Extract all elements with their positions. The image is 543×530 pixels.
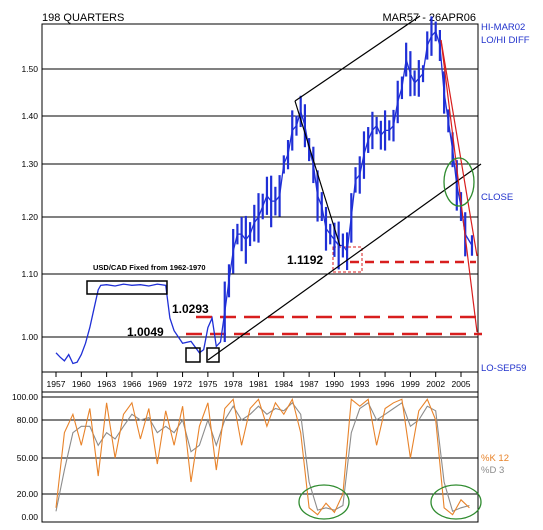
header-right: MAR57 - 26APR06: [382, 12, 476, 24]
low-box-1976: [206, 347, 220, 363]
annotation-10293: 1.0293: [172, 302, 209, 316]
x-tick-label: 1972: [173, 379, 192, 389]
red-fan-line-1: [440, 39, 478, 333]
price-y-axis: 1.50 1.40 1.30 1.20 1.10 1.00: [21, 64, 38, 342]
annotation-10049: 1.0049: [127, 325, 164, 339]
annotation-fixed: USD/CAD Fixed from 1962-1970: [93, 263, 206, 272]
trendline-connector: [294, 100, 341, 247]
green-circle-stoch-1: [298, 484, 350, 520]
x-axis: 1957 1960 1963 1966 1969 1972 1975 1978 1981 1984…: [47, 372, 471, 389]
stochastic-tick-label: 50.00: [17, 453, 39, 463]
x-tick-label: 1981: [249, 379, 268, 389]
price-panel-frame: [41, 23, 479, 373]
label-close: CLOSE: [481, 192, 513, 203]
stochastic-d-line: [55, 401, 470, 513]
x-tick-label: 1963: [97, 379, 116, 389]
stochastic-tick-label: 100.00: [12, 392, 38, 402]
legend-d: %D 3: [481, 465, 504, 476]
x-tick-label: 1990: [325, 379, 344, 389]
x-tick-label: 1984: [274, 379, 293, 389]
x-tick-label: 2002: [426, 379, 445, 389]
x-tick-label: 1969: [148, 379, 167, 389]
price-tick-label: 1.40: [21, 111, 38, 121]
red-fan-line-2: [440, 39, 478, 257]
stochastic-y-axis: 100.00 80.00 50.00 20.00 0.00: [12, 392, 38, 522]
price-tick-label: 1.10: [21, 269, 38, 279]
low-box-1973: [185, 347, 201, 363]
x-tick-label: 1999: [401, 379, 420, 389]
price-tick-label: 1.30: [21, 159, 38, 169]
label-lohi-diff: LO/HI DIFF: [481, 35, 530, 46]
fixed-period-box: [86, 280, 168, 295]
green-circle-stoch-2: [430, 484, 482, 520]
x-tick-label: 1978: [224, 379, 243, 389]
header-left: 198 QUARTERS: [42, 12, 124, 24]
stochastic-tick-label: 20.00: [17, 489, 39, 499]
price-tick-label: 1.20: [21, 212, 38, 222]
stochastic-panel-frame: [41, 391, 479, 523]
x-tick-label: 1957: [47, 379, 66, 389]
legend-k: %K 12: [481, 453, 509, 464]
trendline-lower: [207, 163, 482, 361]
x-tick-label: 1966: [122, 379, 141, 389]
price-tick-label: 1.50: [21, 64, 38, 74]
highlight-box-1990: [332, 246, 363, 273]
label-lo: LO-SEP59: [481, 363, 526, 374]
x-tick-label: 1987: [300, 379, 319, 389]
trendline-hidden: [208, 101, 295, 360]
stochastic-tick-label: 0.00: [21, 512, 38, 522]
x-tick-label: 1975: [198, 379, 217, 389]
trendline-upper: [294, 15, 421, 102]
green-circle-price: [443, 157, 475, 207]
annotation-11192: 1.1192: [287, 253, 323, 267]
red-fan-line-3: [441, 40, 470, 258]
stochastic-tick-label: 80.00: [17, 415, 39, 425]
x-tick-label: 2005: [452, 379, 471, 389]
x-tick-label: 1960: [72, 379, 91, 389]
stochastic-k-line: [55, 397, 470, 516]
x-tick-label: 1996: [376, 379, 395, 389]
label-hi: HI-MAR02: [481, 22, 525, 33]
price-grid: [42, 68, 478, 338]
x-tick-label: 1993: [350, 379, 369, 389]
price-tick-label: 1.00: [21, 332, 38, 342]
